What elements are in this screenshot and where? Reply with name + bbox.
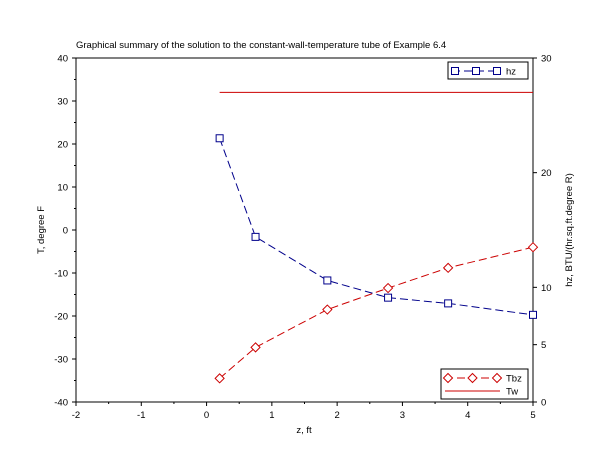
x-tick-label: 0 (204, 410, 209, 421)
legend-marker-hz (472, 67, 480, 75)
x-tick-label: -2 (72, 410, 80, 421)
legend-layer: hz Tbz Tw (440, 61, 529, 400)
data-point-tbz (250, 342, 261, 353)
y-right-tick-label: 10 (541, 283, 552, 294)
legend-marker-tbz (467, 372, 478, 384)
y-right-tick-label: 5 (541, 340, 546, 351)
data-point-hz (384, 293, 393, 302)
data-point-hz (529, 310, 537, 319)
y-axis-label-right: hz, BTU/(hr.sq.ft.degree R) (564, 173, 575, 287)
y-left-tick-label: -40 (54, 398, 68, 409)
y-right-tick-label: 30 (541, 54, 552, 65)
series-line-tbz (219, 246, 534, 379)
y-axis-label-left: T, degree F (36, 206, 47, 254)
data-point-hz (251, 232, 260, 241)
x-tick-label: -1 (137, 410, 145, 421)
y-left-tick-label: 40 (57, 54, 68, 65)
y-left-tick-label: -20 (54, 312, 68, 323)
data-point-tbz (322, 304, 333, 315)
series-layer (214, 91, 539, 384)
y-right-tick-label: 0 (541, 398, 546, 409)
y-right-tick-label: 20 (541, 168, 552, 179)
legend-label-hz: hz (506, 67, 516, 78)
legend-label-tbz: Tbz (506, 374, 522, 385)
y-left-tick-label: 20 (57, 140, 68, 151)
legend-marker-hz (451, 67, 459, 75)
data-point-tbz (382, 282, 394, 294)
data-point-hz (323, 276, 332, 285)
legend-bottom-right (440, 368, 529, 400)
plot-frame (75, 57, 534, 403)
x-tick-label: 5 (530, 410, 535, 421)
x-tick-label: 2 (334, 410, 339, 421)
data-point-hz (444, 299, 453, 308)
x-tick-label: 4 (465, 410, 470, 421)
y-left-tick-label: 10 (57, 183, 68, 194)
chart-title: Graphical summary of the solution to the… (76, 40, 446, 51)
y-left-tick-label: 0 (63, 226, 68, 237)
data-point-hz (215, 134, 224, 143)
x-axis-label: z, ft (296, 425, 312, 436)
legend-marker-tbz (442, 372, 454, 384)
legend-marker-tbz (491, 372, 503, 384)
x-tick-label: 3 (400, 410, 405, 421)
y-left-tick-label: -30 (54, 355, 68, 366)
legend-label-tw: Tw (506, 387, 518, 398)
x-tick-label: 1 (269, 410, 274, 421)
data-point-tbz (527, 241, 539, 253)
y-left-tick-label: 30 (57, 97, 68, 108)
y-left-tick-label: -10 (54, 269, 68, 280)
legend-marker-hz (493, 67, 501, 75)
data-point-tbz (214, 373, 225, 384)
data-point-tbz (442, 262, 454, 274)
series-line-hz (219, 138, 534, 316)
